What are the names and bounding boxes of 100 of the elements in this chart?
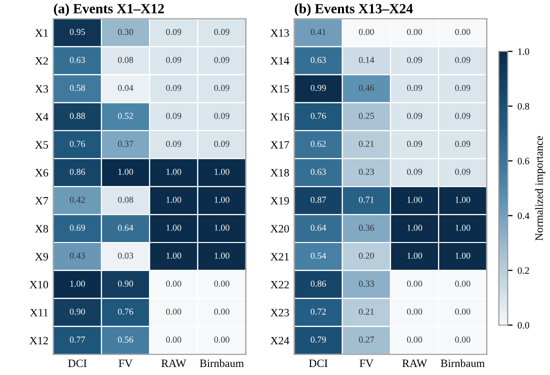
- data-label: 0.88: [70, 112, 85, 119]
- data-label: 0.99: [310, 84, 326, 91]
- data-label: 0.54: [310, 252, 326, 259]
- y-tick-label: X6: [35, 169, 48, 177]
- y-tick-label: X2: [35, 57, 48, 65]
- data-label: 1.00: [214, 252, 230, 259]
- data-label: 0.09: [455, 112, 470, 119]
- data-label: 0.09: [214, 140, 230, 147]
- y-tick-label: X16: [270, 113, 290, 121]
- x-tick-label: RAW: [402, 360, 428, 368]
- data-label: 1.00: [214, 224, 230, 231]
- data-label: 0.23: [358, 168, 374, 175]
- color-bar-title: Normalized importance: [535, 136, 546, 241]
- data-label: 0.09: [214, 84, 230, 91]
- data-label: 0.43: [70, 252, 85, 259]
- data-label: 1.00: [70, 280, 85, 287]
- y-tick-label: X10: [30, 280, 48, 288]
- data-label: 1.00: [407, 196, 422, 203]
- data-label: 0.21: [358, 308, 374, 315]
- data-label: 1.00: [214, 196, 230, 203]
- y-tick-label: X24: [270, 336, 290, 344]
- data-label: 1.00: [166, 252, 182, 259]
- data-label: 0.00: [214, 336, 230, 343]
- data-label: 0.00: [166, 308, 182, 315]
- data-label: 0.09: [214, 56, 230, 63]
- y-tick-label: X7: [35, 197, 48, 204]
- data-label: 0.79: [310, 336, 326, 343]
- data-label: 0.00: [455, 28, 470, 36]
- data-label: 0.08: [118, 196, 134, 203]
- data-label: 0.63: [70, 56, 85, 63]
- y-tick-label: X1: [35, 29, 48, 37]
- x-tick-label: FV: [360, 360, 374, 368]
- data-label: 1.00: [166, 168, 182, 175]
- data-label: 0.25: [358, 112, 374, 119]
- data-label: 0.87: [310, 196, 326, 203]
- y-tick-label: X5: [35, 141, 48, 149]
- data-label: 0.72: [310, 308, 326, 315]
- data-label: 0.41: [310, 28, 326, 36]
- color-bar-label: 0.6: [518, 158, 530, 164]
- y-tick-label: X8: [35, 224, 48, 232]
- data-label: 0.09: [166, 140, 182, 147]
- data-label: 0.30: [118, 28, 134, 36]
- data-label: 0.86: [70, 168, 86, 175]
- data-label: 0.00: [455, 308, 470, 315]
- color-bar-label: 1.0: [518, 48, 530, 55]
- data-label: 0.20: [358, 252, 374, 259]
- data-label: 0.09: [166, 28, 182, 36]
- x-tick-label: Birnbaum: [440, 359, 485, 368]
- data-label: 0.77: [70, 336, 86, 343]
- data-label: 0.00: [407, 336, 422, 343]
- data-label: 0.09: [214, 28, 230, 36]
- data-label: 0.33: [358, 280, 374, 287]
- data-label: 0.46: [358, 84, 374, 91]
- data-label: 0.27: [358, 336, 374, 343]
- data-label: 0.09: [407, 56, 422, 63]
- chart-title: (a) Events X1–X12: [54, 4, 164, 16]
- x-tick-label: FV: [118, 360, 133, 368]
- data-label: 0.09: [455, 140, 470, 147]
- x-tick-label: RAW: [161, 360, 186, 368]
- data-label: 1.00: [118, 168, 134, 175]
- data-label: 0.62: [310, 140, 326, 147]
- y-tick-label: X22: [270, 280, 289, 288]
- y-tick-label: X14: [270, 57, 290, 65]
- data-label: 0.09: [407, 112, 422, 119]
- data-label: 0.63: [310, 168, 326, 175]
- data-label: 1.00: [166, 196, 182, 203]
- data-label: 0.09: [166, 112, 182, 119]
- y-tick-label: X11: [30, 308, 48, 316]
- data-label: 0.90: [118, 280, 134, 287]
- y-tick-label: X21: [270, 252, 289, 260]
- data-label: 0.00: [358, 28, 374, 36]
- y-tick-label: X15: [270, 85, 289, 93]
- data-label: 0.95: [70, 28, 85, 36]
- data-label: 0.71: [358, 196, 374, 203]
- data-label: 0.09: [407, 140, 422, 147]
- data-label: 0.09: [455, 168, 470, 175]
- y-tick-label: X4: [35, 113, 48, 120]
- data-label: 0.09: [407, 168, 422, 175]
- y-tick-label: X23: [270, 308, 289, 316]
- data-label: 0.00: [214, 280, 230, 287]
- y-tick-label: X13: [270, 29, 289, 37]
- color-bar-label: 0.8: [518, 103, 530, 110]
- data-label: 0.09: [455, 84, 470, 91]
- data-label: 0.09: [166, 84, 182, 91]
- data-label: 0.42: [70, 196, 85, 203]
- y-tick-label: X20: [270, 224, 289, 232]
- data-label: 1.00: [407, 224, 422, 231]
- color-bar-label: 0.0: [518, 322, 530, 329]
- data-label: 0.58: [70, 84, 85, 91]
- color-bar-label: 0.4: [518, 212, 530, 220]
- data-label: 0.09: [407, 84, 422, 91]
- data-label: 0.00: [166, 336, 182, 343]
- data-label: 0.03: [118, 252, 134, 259]
- y-tick-label: X12: [30, 336, 48, 344]
- data-label: 0.76: [70, 140, 86, 147]
- data-label: 0.56: [118, 336, 134, 343]
- data-label: 0.64: [310, 224, 326, 231]
- data-label: 0.52: [118, 112, 133, 119]
- y-tick-label: X17: [270, 141, 290, 148]
- data-label: 0.90: [70, 308, 85, 315]
